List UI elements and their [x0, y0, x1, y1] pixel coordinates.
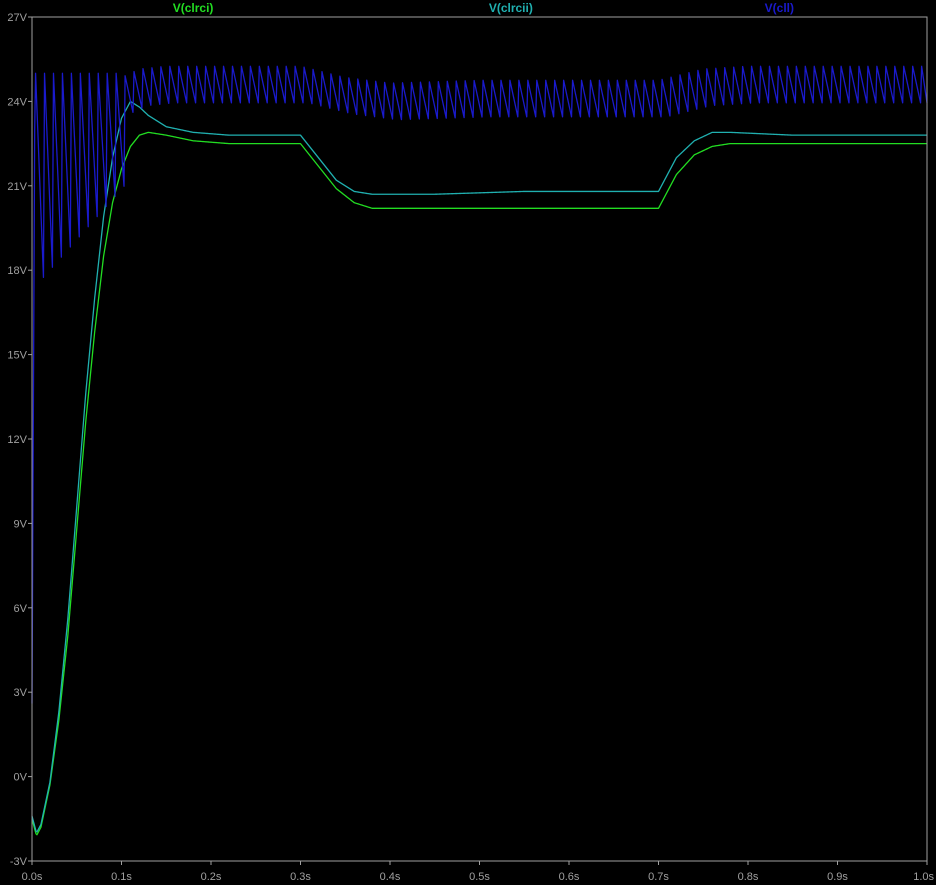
- x-tick-label: 0.9s: [827, 871, 848, 883]
- x-tick-label: 1.0s: [913, 871, 934, 883]
- y-tick-label: 6V: [14, 603, 28, 615]
- y-tick-label: 9V: [14, 518, 28, 530]
- y-tick-label: 18V: [7, 265, 27, 277]
- x-tick-label: 0.1s: [111, 871, 132, 883]
- x-tick-label: 0.8s: [738, 871, 759, 883]
- y-tick-label: 3V: [14, 687, 28, 699]
- y-tick-label: 12V: [7, 434, 27, 446]
- legend: V(clrci) V(clrcii) V(cll): [173, 1, 794, 15]
- x-tick-label: 0.0s: [22, 871, 43, 883]
- legend-entry: V(clrcii): [489, 1, 533, 15]
- legend-entry: V(clrci): [173, 1, 214, 15]
- x-tick-label: 0.6s: [559, 871, 580, 883]
- x-tick-label: 0.4s: [380, 871, 401, 883]
- y-tick-label: 15V: [7, 350, 27, 362]
- x-tick-label: 0.7s: [648, 871, 669, 883]
- x-tick-label: 0.2s: [201, 871, 222, 883]
- x-tick-label: 0.5s: [469, 871, 490, 883]
- y-axis: -3V 0V 3V 6V 9V 12V 15V 18V 21V 24V 27V: [7, 12, 32, 868]
- x-axis: 0.0s 0.1s 0.2s 0.3s 0.4s 0.5s 0.6s 0.7s 0.8s 0.9s…: [22, 861, 934, 883]
- x-tick-label: 0.3s: [290, 871, 311, 883]
- traces: [31, 65, 928, 836]
- legend-entry: V(cll): [765, 1, 794, 15]
- y-tick-label: 21V: [7, 181, 27, 193]
- y-tick-label: -3V: [10, 856, 28, 868]
- series-line: [31, 131, 927, 836]
- y-tick-label: 27V: [7, 12, 27, 24]
- y-tick-label: 0V: [14, 772, 28, 784]
- series-line: [31, 65, 928, 704]
- y-tick-label: 24V: [7, 96, 27, 108]
- series-line: [31, 100, 927, 833]
